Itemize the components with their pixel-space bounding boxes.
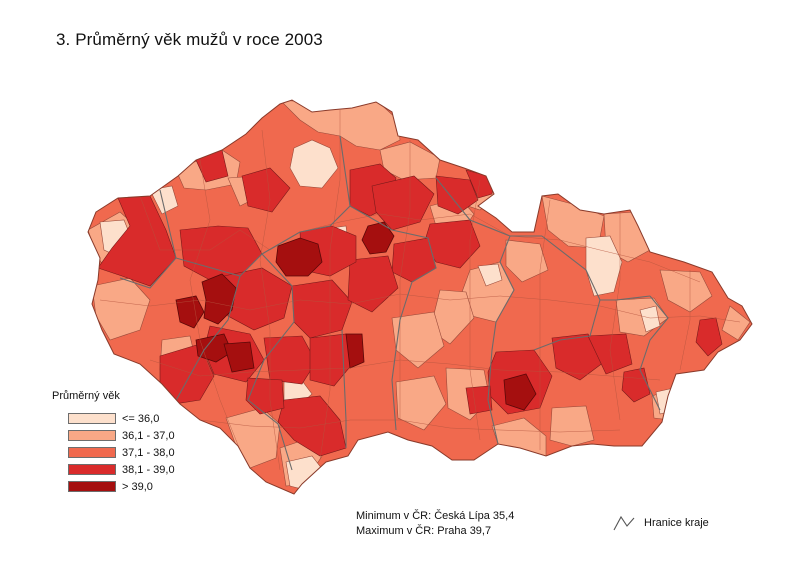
legend-row-1: <= 36,0: [52, 410, 175, 427]
legend-label-3: 37,1 - 38,0: [122, 446, 175, 459]
region-border-line-icon: [613, 515, 635, 531]
legend-label-1: <= 36,0: [122, 412, 160, 425]
map-title: 3. Průměrný věk mužů v roce 2003: [56, 30, 323, 49]
region-border-label: Hranice kraje: [644, 517, 709, 529]
legend: Průměrný věk <= 36,0 36,1 - 37,0 37,1 - …: [52, 390, 175, 495]
legend-swatch-3: [68, 447, 116, 458]
legend-label-5: > 39,0: [122, 480, 153, 493]
legend-swatch-2: [68, 430, 116, 441]
legend-row-3: 37,1 - 38,0: [52, 444, 175, 461]
legend-label-4: 38,1 - 39,0: [122, 463, 175, 476]
legend-row-5: > 39,0: [52, 478, 175, 495]
legend-title: Průměrný věk: [52, 390, 120, 402]
legend-row-2: 36,1 - 37,0: [52, 427, 175, 444]
maximum-text: Maximum v ČR: Praha 39,7: [356, 525, 492, 537]
legend-swatch-1: [68, 413, 116, 424]
legend-label-2: 36,1 - 37,0: [122, 429, 175, 442]
legend-swatch-5: [68, 481, 116, 492]
legend-row-4: 38,1 - 39,0: [52, 461, 175, 478]
legend-swatch-4: [68, 464, 116, 475]
minimum-text: Minimum v ČR: Česká Lípa 35,4: [356, 510, 515, 522]
region-border-legend: Hranice kraje: [612, 514, 709, 532]
min-max-stats: Minimum v ČR: Česká Lípa 35,4 Maximum v …: [356, 509, 514, 539]
